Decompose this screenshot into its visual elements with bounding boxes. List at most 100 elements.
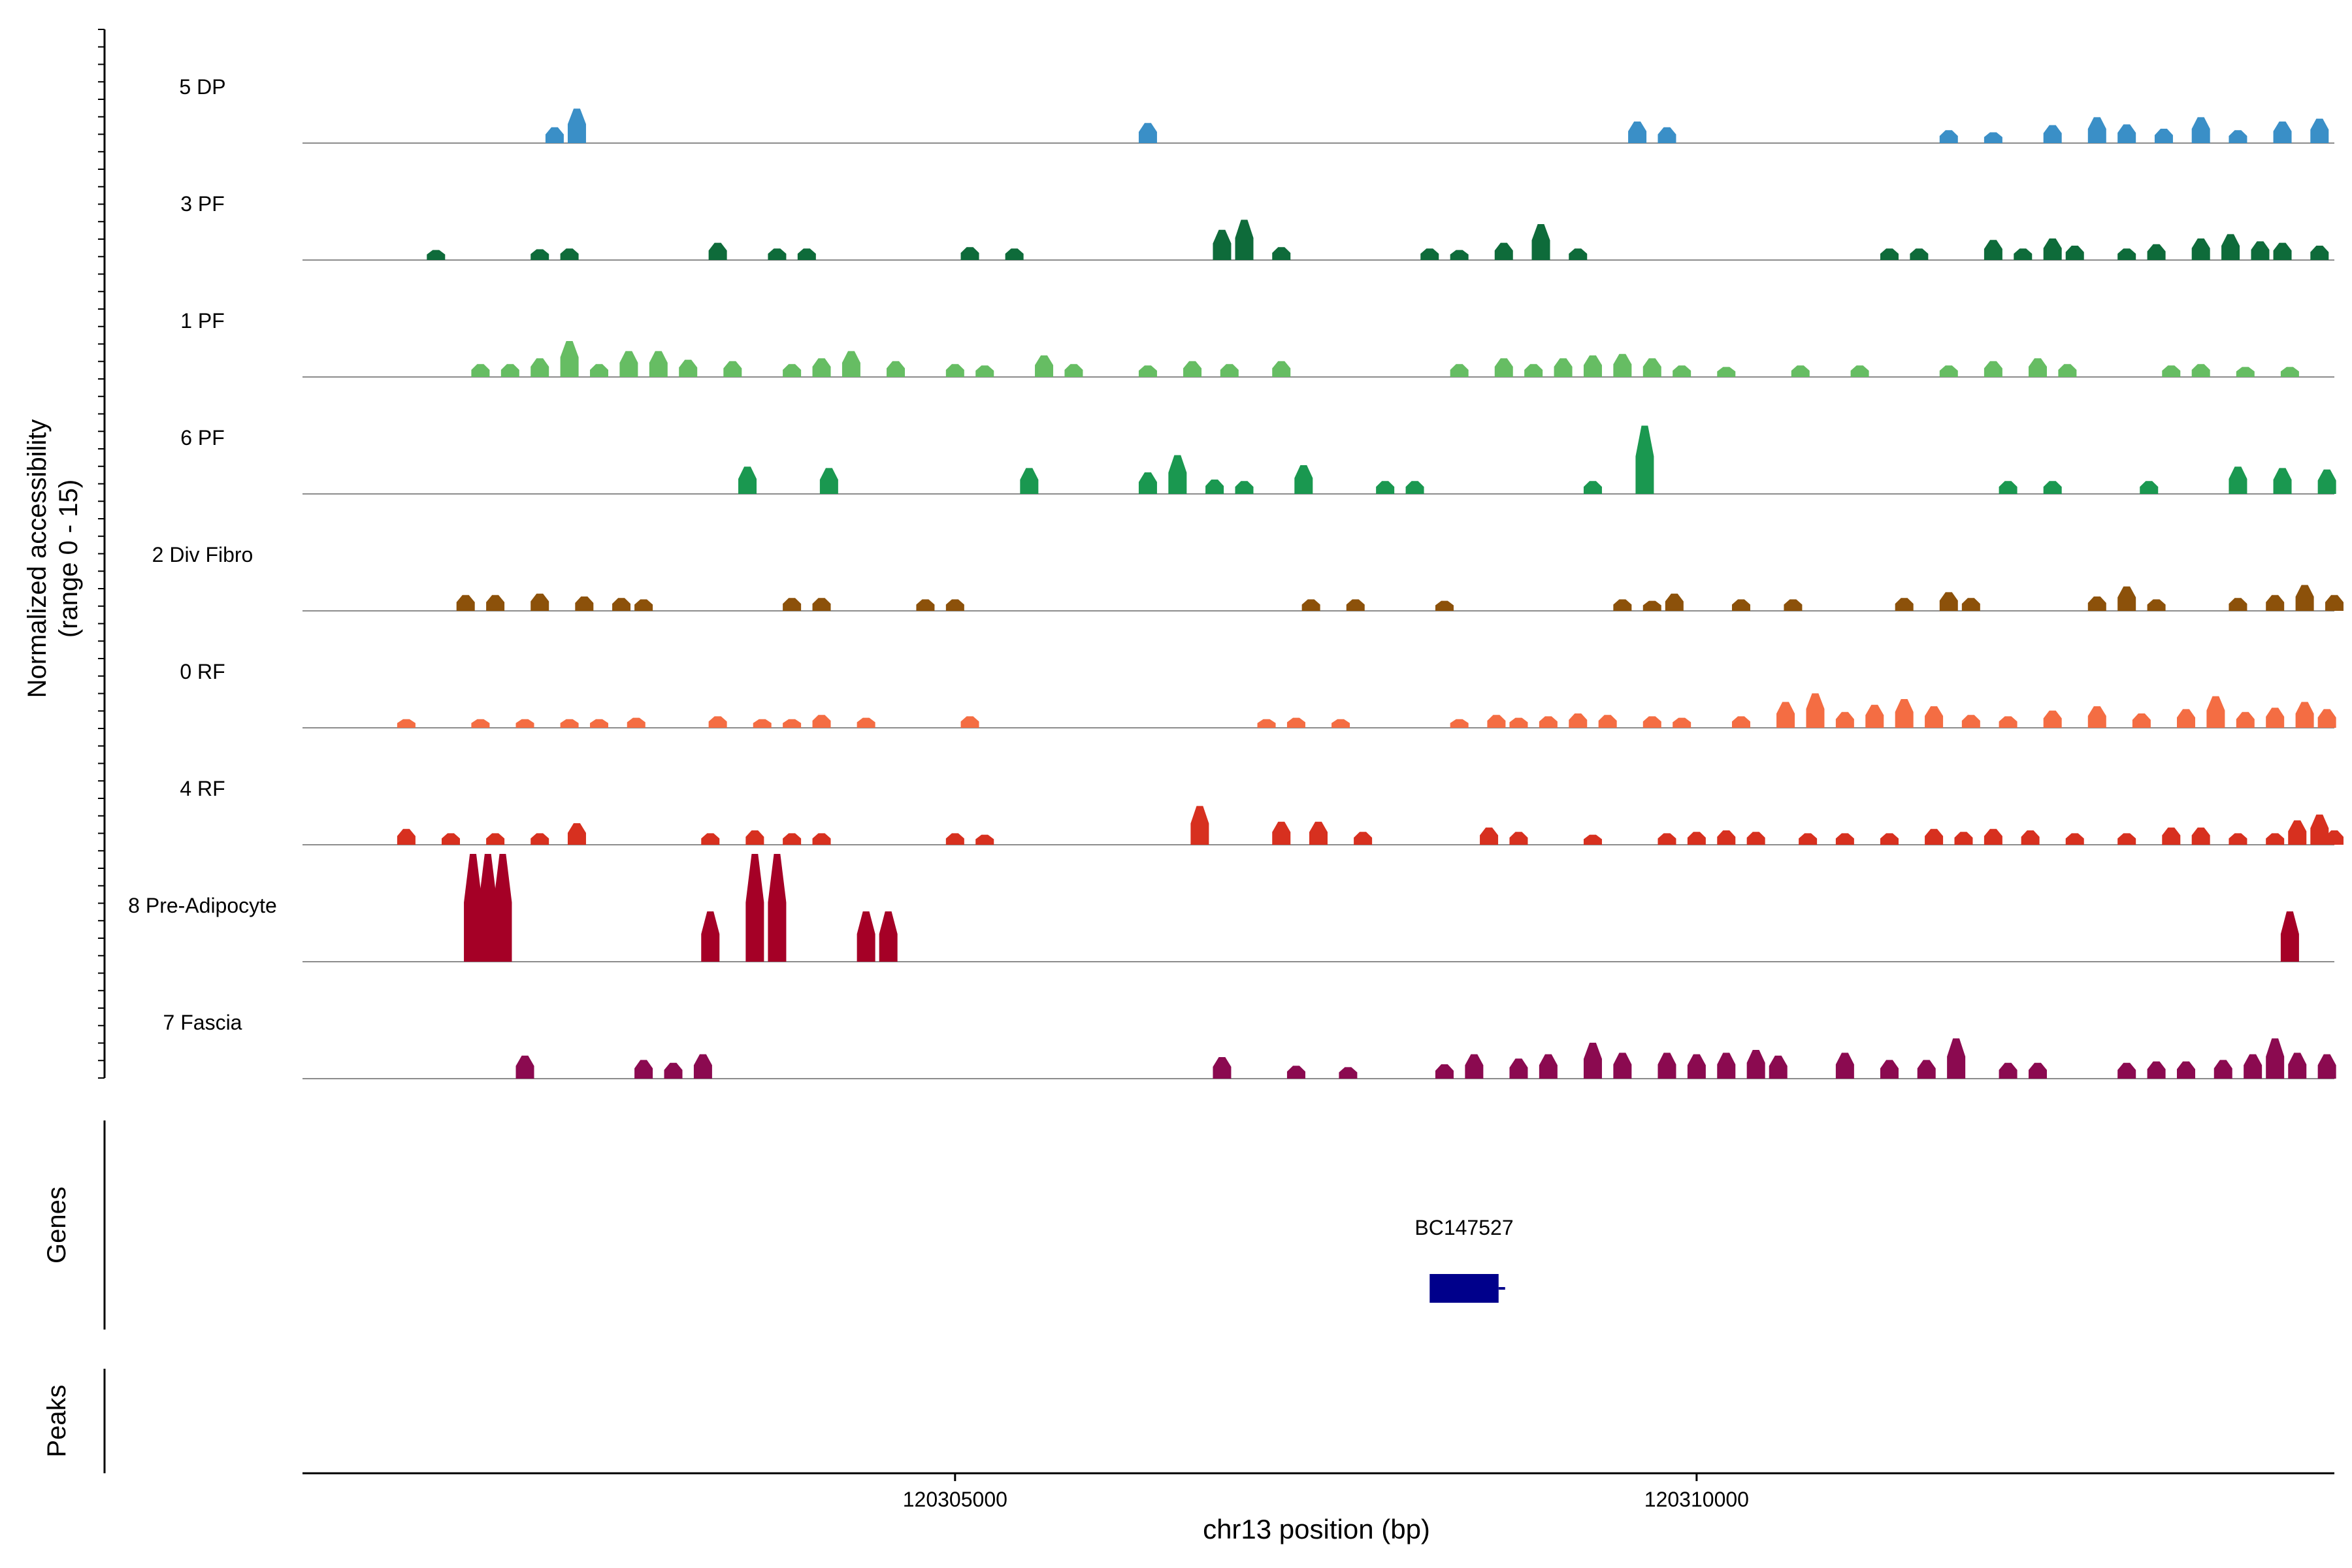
accessibility-peak <box>456 595 475 611</box>
accessibility-peak <box>2251 241 2270 260</box>
x-axis-ticks: 120305000 120310000 <box>903 1473 1749 1511</box>
accessibility-peak <box>1583 355 1602 377</box>
track-label-2-div-fibro: 2 Div Fibro <box>152 543 253 566</box>
accessibility-peak <box>879 911 898 962</box>
accessibility-peak <box>1613 353 1632 377</box>
accessibility-peak <box>1569 713 1588 728</box>
accessibility-peak <box>1642 600 1661 611</box>
accessibility-peak <box>2273 468 2292 494</box>
accessibility-peak <box>701 833 720 845</box>
accessibility-peak <box>797 248 816 260</box>
accessibility-peak <box>1999 1062 2017 1079</box>
accessibility-peak <box>812 833 831 845</box>
gene-body[interactable] <box>1429 1274 1499 1303</box>
accessibility-peak <box>1642 716 1661 728</box>
accessibility-peak <box>1769 1055 1788 1079</box>
accessibility-peak <box>1286 717 1305 728</box>
track-label-4-rf: 4 RF <box>180 777 225 800</box>
accessibility-peak <box>1954 832 1973 845</box>
accessibility-peak <box>1880 1060 1899 1079</box>
accessibility-peak <box>1999 716 2017 728</box>
accessibility-peak <box>2147 1061 2166 1079</box>
accessibility-peak <box>2317 709 2336 728</box>
accessibility-peak <box>1213 1057 1232 1079</box>
accessibility-peak <box>2028 1062 2047 1079</box>
accessibility-peak <box>1635 425 1654 494</box>
accessibility-peak <box>427 250 446 260</box>
accessibility-peak <box>2140 481 2159 494</box>
accessibility-peak <box>1791 365 1810 377</box>
accessibility-peak <box>1331 719 1350 728</box>
accessibility-peak <box>1205 480 1224 494</box>
accessibility-peak <box>1835 711 1854 728</box>
accessibility-peak <box>1984 361 2002 377</box>
accessibility-peak <box>1064 364 1083 377</box>
accessibility-peak <box>1309 821 1328 845</box>
accessibility-peak <box>1294 465 1313 494</box>
accessibility-peak <box>1435 600 1454 611</box>
accessibility-peak <box>1658 833 1676 845</box>
accessibility-peak <box>2087 117 2106 143</box>
accessibility-peak <box>2280 367 2299 377</box>
accessibility-peak <box>1850 365 1869 377</box>
accessibility-peak <box>531 833 549 845</box>
accessibility-peak <box>560 341 579 377</box>
accessibility-peak <box>500 364 519 377</box>
accessibility-peak <box>753 719 772 728</box>
accessibility-peak <box>1776 702 1795 728</box>
accessibility-peak <box>486 595 505 611</box>
accessibility-peak <box>2325 595 2344 611</box>
accessibility-peak <box>812 598 831 611</box>
accessibility-peak <box>627 717 645 728</box>
coverage-tracks: 5 DP 3 PF 1 PF 6 PF 2 Div Fibro 0 RF 4 RF 8 Pre… <box>128 75 2344 1079</box>
accessibility-peak <box>1272 247 1291 260</box>
track-label-1-pf: 1 PF <box>180 309 225 333</box>
accessibility-peak <box>857 911 875 962</box>
accessibility-peak <box>1961 598 1980 611</box>
accessibility-peak <box>2147 599 2166 611</box>
track-label-8-pre-adipocyte: 8 Pre-Adipocyte <box>128 894 277 917</box>
x-axis-title: chr13 position (bp) <box>1203 1514 1430 1544</box>
track-6-pf: 6 PF <box>180 425 2336 495</box>
accessibility-peak <box>2325 830 2344 845</box>
accessibility-peak <box>1731 716 1750 728</box>
accessibility-peak <box>1346 599 1365 611</box>
track-0-rf: 0 RF <box>180 660 2336 728</box>
accessibility-peak <box>693 1054 712 1079</box>
accessibility-peak <box>397 719 416 728</box>
accessibility-peak <box>2229 598 2247 611</box>
accessibility-peak <box>1925 706 1944 728</box>
accessibility-peak <box>2014 248 2033 260</box>
accessibility-peak <box>531 249 549 260</box>
track-4-rf: 4 RF <box>180 777 2344 845</box>
accessibility-peak <box>1598 715 1617 728</box>
accessibility-peak <box>2244 1054 2262 1079</box>
accessibility-peak <box>1531 224 1550 260</box>
accessibility-peak <box>2058 364 2077 377</box>
accessibility-peak <box>1947 1038 1966 1079</box>
accessibility-peak <box>2273 242 2292 260</box>
accessibility-peak <box>1435 1064 1454 1079</box>
accessibility-peak <box>590 364 609 377</box>
accessibility-peak <box>1673 365 1691 377</box>
accessibility-peak <box>1420 248 1439 260</box>
accessibility-peak <box>2147 244 2166 260</box>
accessibility-peak <box>1984 132 2002 143</box>
accessibility-peak <box>2317 1054 2336 1079</box>
track-label-0-rf: 0 RF <box>180 660 225 683</box>
accessibility-peak <box>1917 1060 1936 1079</box>
accessibility-peak <box>975 834 994 845</box>
accessibility-peak <box>1731 599 1750 611</box>
accessibility-peak <box>975 365 994 377</box>
accessibility-peak <box>708 242 727 260</box>
x-axis-tick-label: 120310000 <box>1644 1488 1749 1511</box>
accessibility-peak <box>442 833 461 845</box>
accessibility-peak <box>2295 702 2314 728</box>
accessibility-peak <box>1865 704 1884 728</box>
accessibility-peak <box>812 358 831 377</box>
accessibility-peak <box>2229 466 2247 494</box>
accessibility-peak <box>1583 834 1602 845</box>
accessibility-peak <box>783 598 802 611</box>
accessibility-peak <box>1746 832 1765 845</box>
